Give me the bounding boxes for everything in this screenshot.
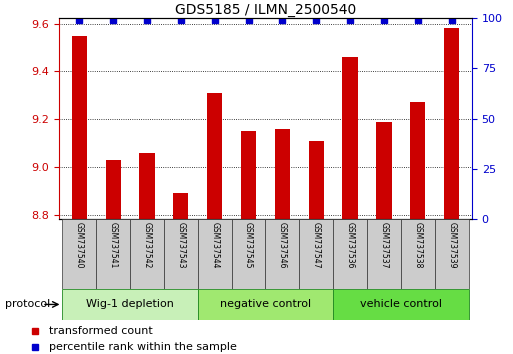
Bar [106,160,121,219]
Bar [63,289,198,320]
Bar [164,219,198,289]
Bar [444,28,459,219]
Bar [401,219,435,289]
Title: GDS5185 / ILMN_2500540: GDS5185 / ILMN_2500540 [175,3,356,17]
Bar [96,219,130,289]
Text: GSM737545: GSM737545 [244,222,253,268]
Bar [410,102,425,219]
Bar [266,219,299,289]
Text: GSM737546: GSM737546 [278,222,287,268]
Text: GSM737543: GSM737543 [176,222,185,268]
Text: GSM737542: GSM737542 [143,222,151,268]
Text: GSM737544: GSM737544 [210,222,219,268]
Bar [377,121,391,219]
Bar [241,131,256,219]
Bar [275,129,290,219]
Text: negative control: negative control [220,299,311,309]
Text: GSM737547: GSM737547 [312,222,321,268]
Text: transformed count: transformed count [49,326,152,336]
Bar [343,57,358,219]
Bar [367,219,401,289]
Text: percentile rank within the sample: percentile rank within the sample [49,342,236,352]
Bar [140,153,154,219]
Bar [435,219,468,289]
Text: GSM737539: GSM737539 [447,222,456,268]
Bar [207,93,222,219]
Bar [63,219,96,289]
Text: GSM737538: GSM737538 [413,222,422,268]
Text: protocol: protocol [5,299,50,309]
Bar [309,141,324,219]
Bar [198,289,333,320]
Bar [333,289,468,320]
Bar [198,219,232,289]
Text: GSM737536: GSM737536 [346,222,354,268]
Text: vehicle control: vehicle control [360,299,442,309]
Bar [232,219,266,289]
Bar [333,219,367,289]
Bar [299,219,333,289]
Text: GSM737540: GSM737540 [75,222,84,268]
Text: GSM737537: GSM737537 [380,222,388,268]
Text: Wig-1 depletion: Wig-1 depletion [86,299,174,309]
Bar [173,193,188,219]
Bar [130,219,164,289]
Bar [72,36,87,219]
Text: GSM737541: GSM737541 [109,222,117,268]
